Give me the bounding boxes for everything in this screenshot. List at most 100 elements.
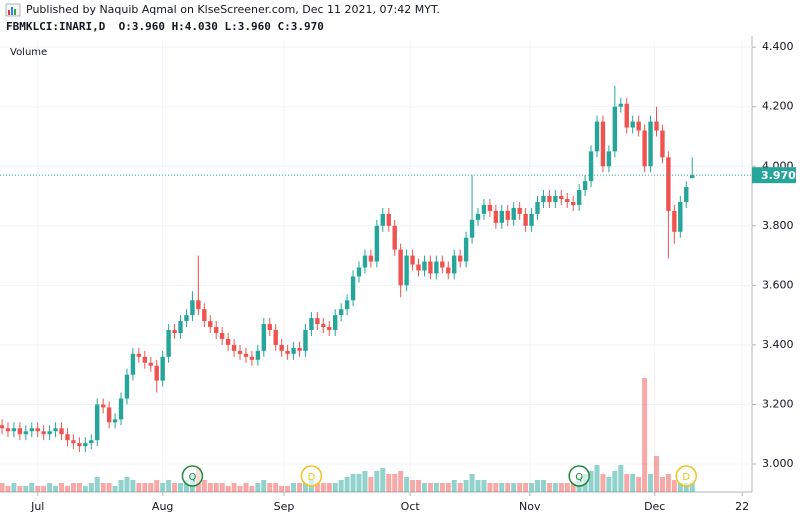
- volume-bar: [665, 474, 671, 492]
- y-tick-label: 3.400: [762, 338, 794, 351]
- candle-body: [457, 255, 463, 262]
- publisher-note: Published by Naquib Aqmal on KlseScreene…: [26, 3, 440, 16]
- candle-body: [154, 365, 159, 381]
- volume-bar: [433, 483, 439, 492]
- volume-bar: [630, 474, 636, 492]
- candle-body: [475, 213, 481, 220]
- volume-bar: [11, 483, 17, 492]
- candle-body: [118, 398, 124, 420]
- candle-body: [654, 121, 659, 131]
- candle-body: [642, 130, 647, 167]
- candle-body: [100, 404, 106, 408]
- volume-bar: [410, 480, 416, 492]
- candle-body: [511, 207, 516, 220]
- candle-body: [422, 261, 427, 271]
- volume-bar: [53, 486, 59, 492]
- candle-body: [660, 130, 665, 158]
- candle-body: [499, 210, 505, 223]
- volume-bar: [457, 483, 463, 492]
- volume-bar: [493, 483, 499, 492]
- volume-bar: [136, 483, 142, 492]
- volume-bar: [249, 486, 255, 492]
- volume-bar: [606, 477, 612, 492]
- volume-bar: [273, 483, 279, 492]
- volume-bar: [594, 465, 600, 492]
- volume-bar: [183, 480, 189, 492]
- volume-bar: [356, 474, 362, 492]
- candle-body: [29, 428, 34, 432]
- candle-body: [493, 210, 499, 223]
- volume-bar: [362, 471, 368, 492]
- volume-bar: [505, 483, 511, 492]
- volume-bar: [112, 486, 118, 492]
- chart-title: FBMKLCI:INARI,D O:3.960 H:4.030 L:3.960 …: [6, 20, 324, 33]
- candle-body: [648, 121, 653, 167]
- volume-bar: [499, 483, 505, 492]
- candle-body: [374, 225, 380, 262]
- volume-bar: [207, 483, 213, 492]
- candle-body: [172, 330, 177, 333]
- volume-bar: [267, 483, 273, 492]
- volume-bar: [416, 480, 422, 492]
- volume-bar: [689, 483, 695, 492]
- candle-body: [5, 428, 11, 432]
- volume-bar: [487, 483, 493, 492]
- volume-label: Volume: [10, 47, 47, 58]
- candle-body: [71, 440, 76, 444]
- volume-bar: [106, 483, 112, 492]
- candle-body: [267, 324, 272, 331]
- volume-bar: [439, 483, 445, 492]
- volume-bar: [564, 483, 570, 492]
- candle-body: [452, 255, 457, 274]
- volume-bar: [427, 483, 433, 492]
- x-tick-label: Dec: [644, 500, 665, 513]
- volume-bar: [172, 483, 178, 492]
- candle-body: [214, 327, 219, 333]
- volume-bar: [392, 474, 398, 492]
- candle-body: [529, 213, 534, 226]
- candle-body: [23, 431, 29, 435]
- candle-body: [35, 428, 40, 432]
- candle-body: [309, 318, 314, 331]
- event-label: Q: [188, 472, 196, 483]
- volume-bar: [302, 483, 308, 492]
- candle-body: [576, 190, 582, 205]
- candle-body: [594, 121, 600, 152]
- volume-bar: [70, 483, 76, 492]
- volume-bar: [451, 480, 457, 492]
- candle-body: [255, 350, 261, 360]
- volume-bar: [332, 483, 338, 492]
- volume-bar: [243, 483, 249, 492]
- candle-body: [124, 374, 130, 399]
- volume-bar: [35, 486, 41, 492]
- volume-bar: [291, 483, 297, 492]
- candle-body: [261, 324, 267, 351]
- volume-bar: [213, 483, 219, 492]
- volume-bar: [350, 474, 356, 492]
- volume-bar: [475, 480, 481, 492]
- candle-body: [303, 330, 308, 351]
- candle-body: [95, 404, 100, 441]
- volume-bar: [570, 483, 576, 492]
- last-price-box: [752, 167, 796, 184]
- y-tick-label: 3.600: [762, 278, 794, 291]
- volume-bar: [17, 486, 23, 492]
- candle-body: [219, 332, 225, 339]
- candle-body: [350, 276, 356, 301]
- candle-body: [606, 151, 612, 167]
- volume-bar: [47, 483, 53, 492]
- x-tick-label: Sep: [274, 500, 295, 513]
- candle-body: [678, 201, 683, 232]
- event-label: D: [308, 472, 316, 483]
- volume-bar: [654, 456, 660, 492]
- volume-bar: [398, 471, 404, 492]
- volume-bar: [677, 483, 683, 492]
- volume-bar: [178, 483, 184, 492]
- volume-bar: [118, 480, 124, 492]
- volume-bar: [404, 477, 410, 492]
- candle-body: [291, 347, 296, 354]
- volume-bar: [0, 483, 5, 492]
- candle-body: [368, 255, 374, 262]
- volume-bar: [642, 378, 648, 492]
